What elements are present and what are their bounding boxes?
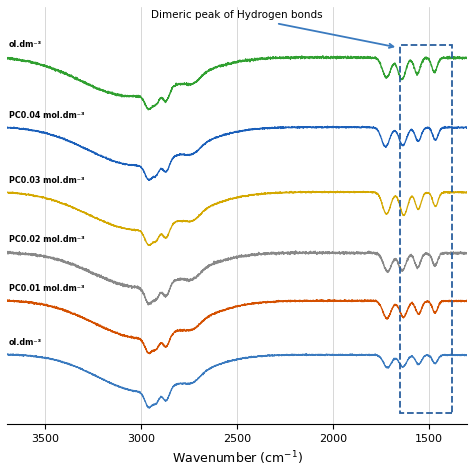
Text: PC0.02 mol.dm⁻³: PC0.02 mol.dm⁻³ — [9, 235, 84, 244]
Text: ol.dm⁻³: ol.dm⁻³ — [9, 40, 42, 49]
Text: PC0.04 mol.dm⁻³: PC0.04 mol.dm⁻³ — [9, 110, 84, 119]
Text: ol.dm⁻³: ol.dm⁻³ — [9, 338, 42, 347]
Text: PC0.03 mol.dm⁻³: PC0.03 mol.dm⁻³ — [9, 176, 84, 185]
Bar — [400, 45, 452, 413]
Text: PC0.01 mol.dm⁻³: PC0.01 mol.dm⁻³ — [9, 284, 84, 293]
Text: Dimeric peak of Hydrogen bonds: Dimeric peak of Hydrogen bonds — [151, 10, 393, 48]
X-axis label: Wavenumber (cm$^{-1}$): Wavenumber (cm$^{-1}$) — [172, 449, 302, 467]
